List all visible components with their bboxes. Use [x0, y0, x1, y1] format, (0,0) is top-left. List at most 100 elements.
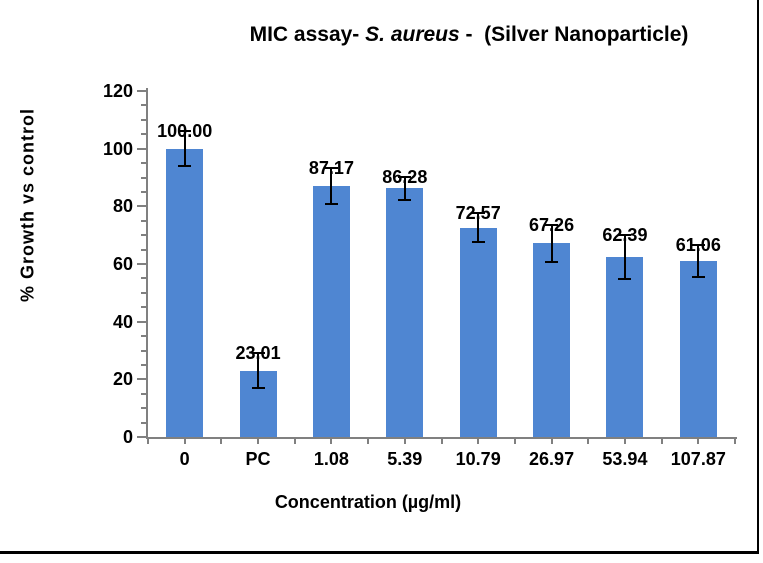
y-minor-tick	[141, 248, 146, 251]
x-tick	[367, 438, 370, 444]
bar	[459, 227, 497, 437]
error-bar-top-cap	[545, 223, 559, 226]
chart-title-prefix: MIC assay-	[249, 23, 366, 46]
x-tick	[147, 438, 149, 444]
error-bar-top-cap	[691, 244, 705, 247]
x-tick	[587, 438, 590, 444]
error-bar-bottom-cap	[471, 241, 485, 244]
y-major-tick	[137, 147, 146, 150]
bar	[386, 188, 424, 437]
x-tick-label: 1.08	[313, 449, 349, 469]
y-minor-tick	[141, 363, 146, 366]
y-tick-label: 60	[112, 254, 133, 274]
error-bar-bottom-cap	[545, 260, 559, 263]
x-tick	[440, 438, 443, 444]
y-tick-label: 20	[112, 369, 133, 390]
bar	[679, 260, 717, 437]
y-minor-tick	[141, 291, 146, 294]
value-label: 23.01	[235, 343, 281, 364]
figure-border-right	[757, 0, 759, 554]
y-minor-tick	[141, 277, 146, 280]
value-label: 87.17	[308, 157, 354, 178]
value-label: 67.26	[529, 214, 575, 235]
error-bar-top-cap	[178, 130, 192, 133]
y-minor-tick	[141, 407, 146, 410]
y-minor-tick	[141, 104, 146, 107]
y-tick-label: 80	[112, 196, 133, 217]
y-minor-tick	[141, 219, 146, 222]
y-minor-tick	[141, 306, 146, 309]
y-major-tick	[137, 378, 146, 381]
error-bar-top-cap	[324, 166, 338, 169]
error-bar-bottom-cap	[324, 202, 338, 205]
x-tick	[330, 438, 333, 444]
error-bar-line	[550, 224, 553, 262]
y-minor-tick	[141, 421, 146, 424]
y-minor-tick	[141, 335, 146, 338]
error-bar-top-cap	[398, 175, 412, 178]
x-tick	[220, 438, 223, 444]
y-minor-tick	[141, 234, 146, 237]
error-bar-line	[697, 245, 700, 277]
error-bar-line	[403, 176, 406, 200]
y-minor-tick	[141, 118, 146, 121]
error-bar-top-cap	[251, 352, 265, 355]
y-minor-tick	[141, 392, 146, 395]
error-bar-bottom-cap	[691, 275, 705, 278]
x-tick-label: 0	[179, 449, 190, 469]
error-bar-bottom-cap	[398, 198, 412, 201]
error-bar-top-cap	[618, 234, 632, 237]
x-tick-label: 26.97	[529, 449, 575, 469]
y-axis-title: % Growth vs control	[17, 107, 38, 303]
bar	[533, 243, 571, 437]
error-bar-line	[623, 235, 626, 279]
value-label: 72.57	[455, 203, 501, 224]
x-tick	[623, 438, 626, 444]
x-tick	[734, 438, 736, 444]
x-tick	[257, 438, 260, 444]
y-minor-tick	[141, 133, 146, 136]
y-tick-label: 100	[102, 138, 133, 159]
y-axis-line	[146, 88, 148, 438]
error-bar-bottom-cap	[178, 164, 192, 167]
x-tick	[183, 438, 186, 444]
error-bar-bottom-cap	[618, 277, 632, 280]
x-tick	[477, 438, 480, 444]
error-bar-line	[257, 353, 260, 388]
error-bar-line	[330, 167, 333, 204]
bar	[166, 148, 204, 437]
y-major-tick	[137, 205, 146, 208]
error-bar-bottom-cap	[251, 386, 265, 389]
y-minor-tick	[141, 176, 146, 179]
x-tick-label: 10.79	[455, 449, 501, 469]
chart-title-suffix: - (Silver Nanoparticle)	[459, 23, 689, 46]
x-tick-label: 53.94	[602, 449, 648, 469]
y-minor-tick	[141, 349, 146, 352]
error-bar-line	[477, 213, 480, 243]
value-label: 86.28	[382, 166, 428, 187]
y-minor-tick	[141, 162, 146, 165]
x-tick-label: PC	[245, 449, 271, 469]
value-label: 61.06	[675, 235, 721, 256]
y-minor-tick	[141, 190, 146, 193]
x-tick	[293, 438, 296, 444]
x-tick	[660, 438, 663, 444]
x-tick	[513, 438, 516, 444]
x-tick-label: 107.87	[670, 449, 726, 469]
y-major-tick	[137, 263, 146, 265]
bar	[606, 257, 644, 437]
x-tick	[550, 438, 553, 444]
x-axis-title: Concentration (µg/ml)	[274, 492, 462, 512]
figure-border-bottom	[0, 551, 759, 554]
y-major-tick	[137, 436, 146, 438]
x-tick-label: 5.39	[387, 449, 423, 469]
y-major-tick	[137, 90, 146, 92]
x-tick	[697, 438, 700, 444]
x-tick	[403, 438, 406, 444]
y-tick-label: 40	[112, 311, 133, 332]
y-tick-label: 120	[102, 81, 133, 101]
bar	[312, 185, 350, 437]
y-major-tick	[137, 320, 146, 323]
value-label: 100.00	[157, 121, 213, 142]
